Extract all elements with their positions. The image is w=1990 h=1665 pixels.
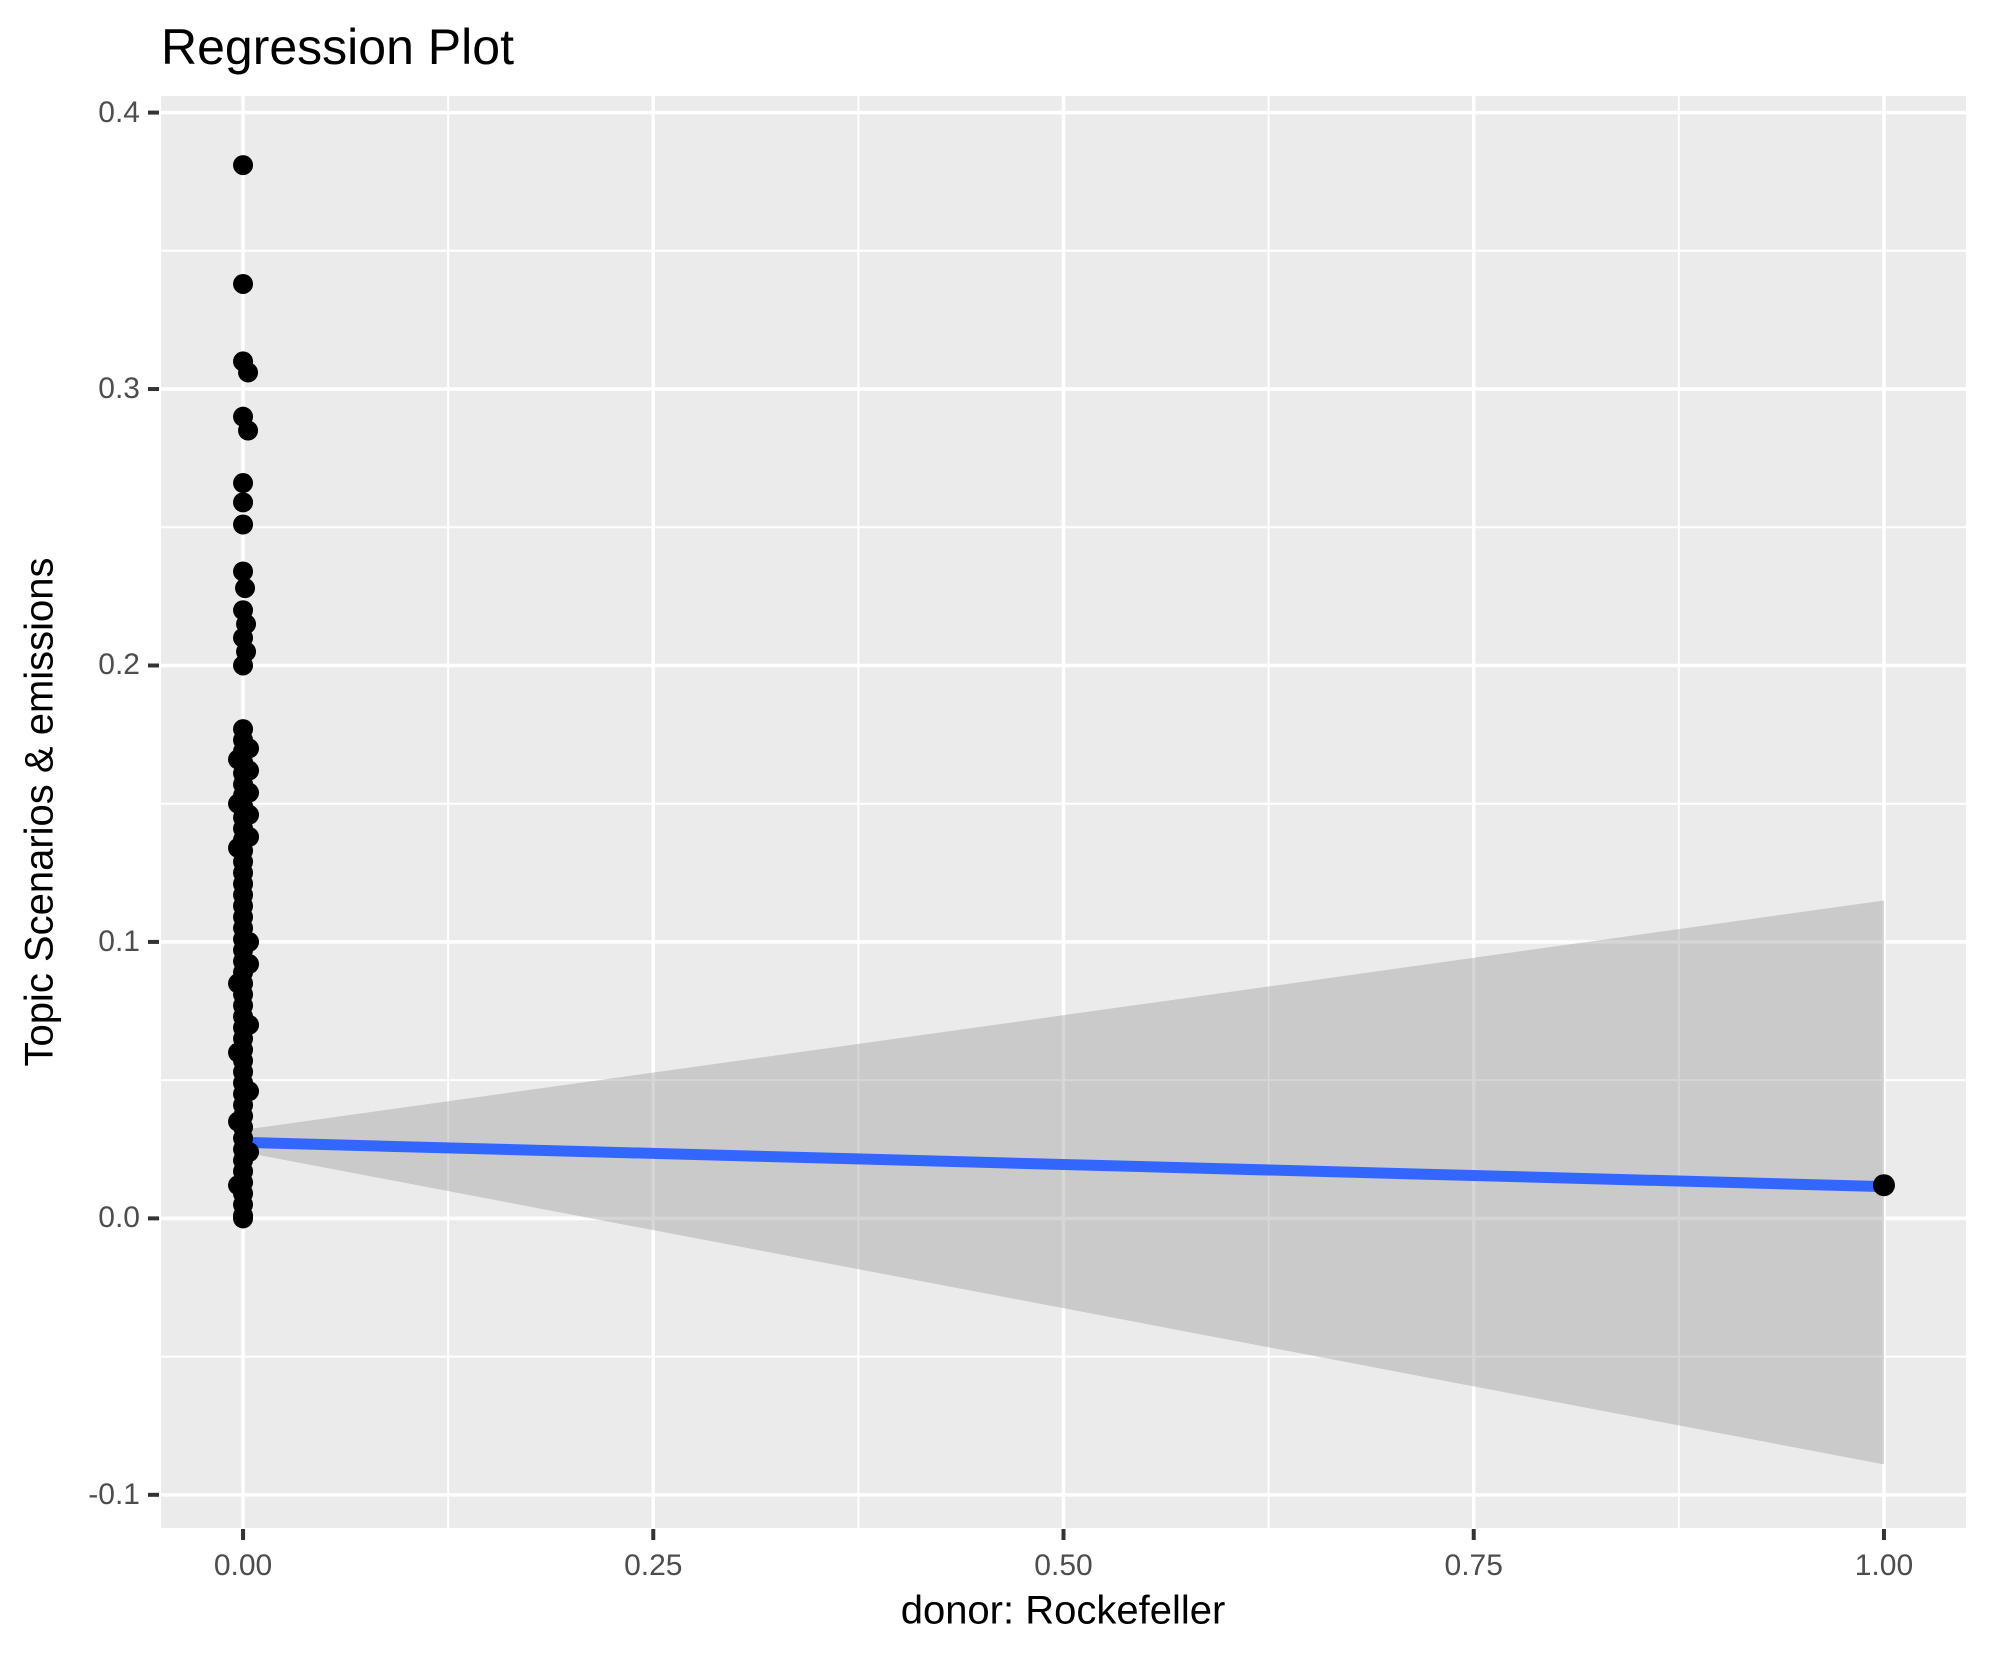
y-axis-title: Topic Scenarios & emissions: [17, 557, 62, 1067]
page-title: Regression Plot: [161, 19, 514, 75]
data-point: [233, 1208, 254, 1229]
data-point: [233, 155, 254, 176]
regression-line: [242, 1136, 1885, 1193]
data-point: [238, 362, 259, 383]
y-tick-label: 0.1: [98, 924, 140, 958]
data-point: [233, 473, 254, 494]
data-point: [235, 578, 256, 599]
data-point: [233, 514, 254, 535]
y-tick-label: 0.4: [98, 95, 140, 129]
y-tick-label: 0.2: [98, 648, 140, 682]
y-tick-label: -0.1: [88, 1477, 140, 1511]
y-tick-label: 0.0: [98, 1201, 140, 1235]
x-tick-label: 1.00: [1854, 1549, 1914, 1582]
data-point: [233, 655, 254, 676]
data-point: [238, 420, 259, 441]
data-point: [233, 273, 254, 294]
y-tick-label: 0.3: [98, 372, 140, 406]
x-tick-label: 0.00: [213, 1549, 273, 1582]
confidence-band: [243, 900, 1884, 1465]
x-axis-title: donor: Rockefeller: [900, 1588, 1226, 1633]
x-tick-label: 0.50: [1034, 1549, 1093, 1582]
x-tick-label: 0.75: [1444, 1549, 1503, 1582]
x-tick-label: 0.25: [624, 1549, 683, 1582]
data-point: [233, 492, 254, 513]
data-point: [233, 561, 254, 582]
data-point: [1872, 1174, 1895, 1197]
